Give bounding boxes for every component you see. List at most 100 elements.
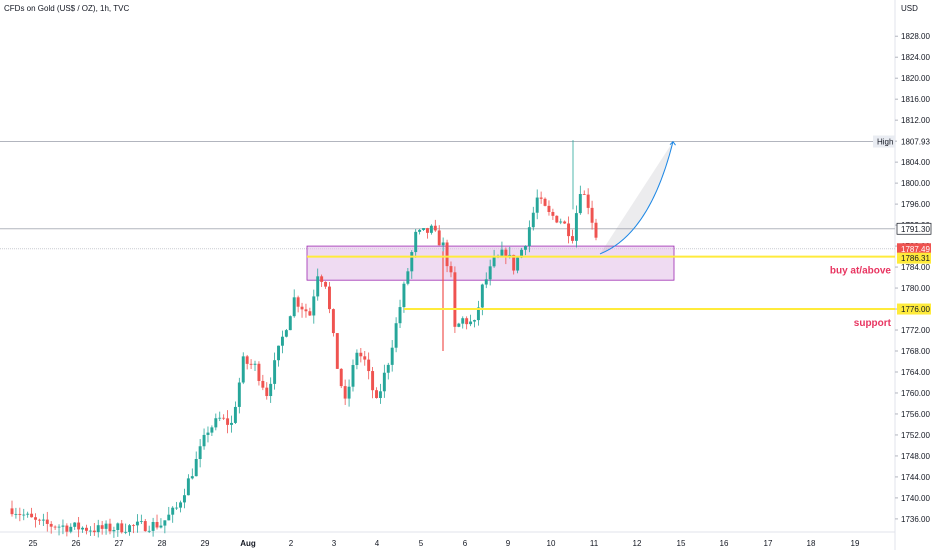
- candle-body: [45, 519, 49, 524]
- candle-body: [492, 257, 496, 267]
- x-tick-label: 25: [29, 539, 38, 548]
- candle-body: [316, 276, 320, 297]
- candle-body: [14, 513, 18, 515]
- candle-body: [22, 514, 26, 516]
- candle-body: [112, 530, 116, 532]
- candle-body: [539, 197, 543, 199]
- candle-body: [73, 522, 77, 527]
- candle-body: [253, 363, 257, 365]
- candle-body: [469, 321, 473, 325]
- candle-body: [473, 320, 476, 322]
- candle-body: [296, 297, 300, 307]
- price-tag-value: 1807.93: [901, 138, 930, 147]
- price-tag-value: 1786.31: [901, 254, 930, 263]
- candle-body: [571, 236, 574, 241]
- candle-body: [151, 522, 155, 531]
- candle-body: [139, 521, 143, 522]
- x-tick-label: 27: [115, 539, 124, 548]
- candle-body: [371, 371, 375, 391]
- candle-body: [300, 306, 304, 310]
- candle-body: [265, 387, 269, 397]
- candle-body: [171, 507, 175, 515]
- candle-body: [406, 271, 410, 284]
- x-tick-label: 17: [764, 539, 773, 548]
- y-tick-label: 1812.00: [901, 116, 930, 125]
- y-tick-label: 1764.00: [901, 368, 930, 377]
- candle-body: [104, 523, 108, 529]
- price-tag-box: [897, 136, 931, 148]
- candle-body: [449, 266, 453, 273]
- candle-body: [484, 279, 488, 285]
- y-tick-label: 1752.00: [901, 431, 930, 440]
- candle-body: [214, 418, 218, 428]
- projection-curve[interactable]: [599, 141, 674, 255]
- candle-body: [312, 296, 316, 316]
- candle-body: [10, 508, 14, 515]
- candle-body: [578, 194, 582, 214]
- candle-body: [41, 519, 45, 521]
- high-label: High: [877, 138, 893, 147]
- y-tick-label: 1784.00: [901, 263, 930, 272]
- candle-body: [124, 531, 128, 533]
- candle-body: [582, 194, 586, 195]
- candle-body: [202, 434, 206, 447]
- candle-body: [147, 530, 151, 532]
- candle-body: [567, 223, 571, 237]
- candles: [10, 140, 598, 538]
- x-tick-label: 10: [547, 539, 556, 548]
- currency-label: USD: [901, 4, 918, 13]
- candle-body: [480, 284, 484, 308]
- candle-body: [445, 242, 449, 267]
- candle-body: [320, 276, 324, 282]
- x-tick-label: 15: [677, 539, 686, 548]
- candle-body: [163, 520, 167, 526]
- candle-body: [230, 422, 233, 425]
- candle-body: [382, 372, 386, 392]
- candle-body: [81, 527, 85, 530]
- x-tick-label: 16: [720, 539, 729, 548]
- candle-body: [85, 527, 88, 531]
- candle-body: [418, 229, 422, 232]
- candle-body: [531, 212, 535, 228]
- x-tick-label: Aug: [240, 539, 256, 548]
- price-tag-box: [896, 222, 932, 235]
- x-tick-label: 28: [158, 539, 167, 548]
- candle-body: [547, 205, 551, 212]
- candle-body: [292, 297, 296, 317]
- candle-body: [508, 254, 512, 257]
- candle-body: [182, 495, 186, 503]
- candle-body: [198, 446, 202, 460]
- candle-body: [574, 213, 578, 241]
- candle-body: [590, 207, 594, 223]
- candle-body: [128, 525, 132, 532]
- candle-body: [135, 521, 139, 526]
- candle-body: [222, 417, 226, 419]
- x-tick-label: 18: [807, 539, 816, 548]
- candle-body: [206, 432, 210, 435]
- x-tick-label: 29: [201, 539, 210, 548]
- candle-body: [347, 386, 351, 399]
- candle-body: [535, 197, 539, 213]
- price-axis-background: [895, 0, 932, 550]
- candle-body: [410, 252, 414, 272]
- time-axis[interactable]: 25 26 27 28 29 Aug 2 3 4 5 6 9 10 11 12 15 16 17 18 19: [29, 539, 860, 548]
- drawings[interactable]: [307, 140, 895, 311]
- y-tick-label: 1816.00: [901, 95, 930, 104]
- candle-body: [331, 309, 335, 334]
- candle-body: [476, 307, 480, 321]
- candle-body: [132, 525, 135, 527]
- candle-body: [116, 523, 120, 531]
- candle-body: [57, 526, 61, 528]
- candle-body: [88, 530, 92, 532]
- candle-body: [49, 523, 53, 527]
- candle-body: [378, 391, 382, 398]
- candle-body: [237, 382, 241, 407]
- price-tag-value: 1776.00: [901, 305, 930, 314]
- candle-body: [61, 525, 65, 527]
- x-tick-label: 19: [851, 539, 860, 548]
- candle-body: [69, 526, 73, 532]
- candle-body: [359, 352, 363, 357]
- candle-body: [277, 345, 280, 361]
- projection-area: [600, 141, 673, 254]
